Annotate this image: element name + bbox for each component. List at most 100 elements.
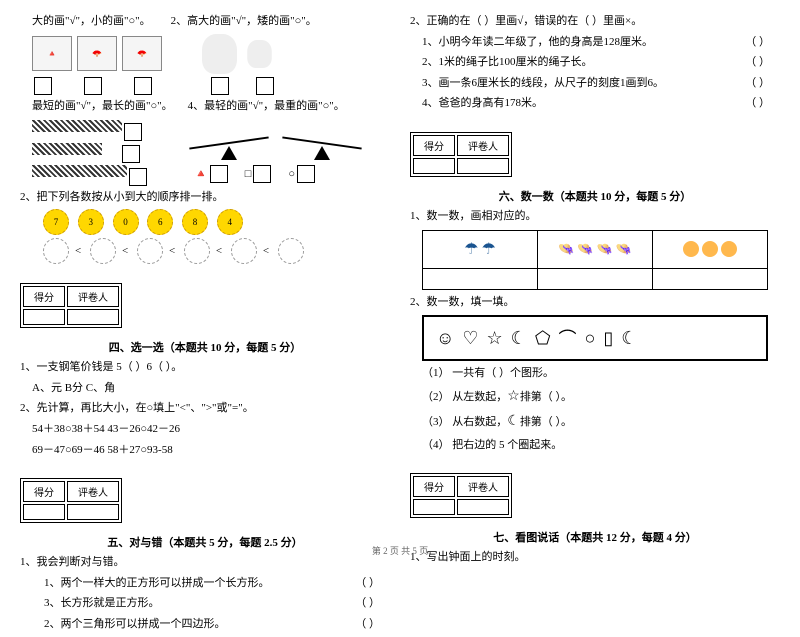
- left-column: 大的画"√"，小的画"○"。 2、高大的画"√"，矮的画"○"。 🔺 🪭 🪭 最短…: [20, 10, 390, 637]
- flower: 8: [182, 209, 208, 235]
- q4-1-opts: A、元 B分 C、角: [20, 380, 390, 398]
- section-7-title: 七、看图说话（本题共 12 分，每题 4 分）: [410, 529, 780, 545]
- q1a: 大的画"√"，小的画"○"。: [32, 15, 151, 27]
- q2-text: 2、把下列各数按从小到大的顺序排一排。: [20, 189, 390, 207]
- flower: 7: [43, 209, 69, 235]
- umbrella-icon: ☂: [482, 239, 496, 259]
- q1b: 2、高大的画"√"，矮的画"○"。: [171, 15, 317, 27]
- fan-pic: 🪭: [77, 36, 117, 71]
- section-6-title: 六、数一数（本题共 10 分，每题 5 分）: [410, 188, 780, 204]
- grader-label: 评卷人: [457, 135, 509, 156]
- q2r-2: 2、1米的绳子比100厘米的绳子长。（ ）: [410, 54, 780, 72]
- q2r-3: 3、画一条6厘米长的线段，从尺子的刻度1画到6。（ ）: [410, 75, 780, 93]
- q2r-4: 4、爸爸的身高有178米。（ ）: [410, 95, 780, 113]
- q4-2a: 54＋38○38＋54 43－26○42－26: [20, 421, 390, 439]
- q1c: 最短的画"√"，最长的画"○"。: [32, 100, 173, 112]
- pentagon-icon: ⬠: [535, 328, 551, 349]
- checkbox[interactable]: [134, 77, 152, 95]
- ropes-row: 🔺□○: [20, 118, 390, 185]
- star-icon: ☆: [487, 328, 503, 349]
- count-col-1: ☂☂: [423, 231, 538, 289]
- section-4-title: 四、选一选（本题共 10 分，每题 5 分）: [20, 339, 390, 355]
- blank-circle[interactable]: [43, 238, 69, 264]
- ropes: [32, 118, 149, 185]
- coin-icon: [702, 241, 718, 257]
- q6-2-2: （2） 从左数起，☆排第（ ）。: [410, 386, 780, 408]
- q6-2-1: （1） 一共有（ ）个图形。: [410, 365, 780, 383]
- q6-2-4: （4） 把右边的 5 个圈起来。: [410, 437, 780, 455]
- checkbox[interactable]: [129, 168, 147, 186]
- checkbox[interactable]: [122, 145, 140, 163]
- blank-circle[interactable]: [231, 238, 257, 264]
- blank-circle[interactable]: [137, 238, 163, 264]
- moon-icon: ☾: [621, 328, 637, 349]
- q1d: 4、最轻的画"√"，最重的画"○"。: [188, 100, 345, 112]
- heart-icon: ♡: [462, 328, 478, 349]
- score-table-6: 得分评卷人: [410, 132, 512, 177]
- moon-icon: ☾: [511, 328, 527, 349]
- rope-1: [32, 120, 122, 132]
- seesaw-2: [277, 120, 367, 165]
- seesaw-1: [184, 120, 274, 165]
- q5-1a: 1、两个一样大的正方形可以拼成一个长方形。（ ）: [20, 575, 390, 593]
- checkbox[interactable]: [210, 165, 228, 183]
- q2r: 2、正确的在（ ）里画√，错误的在（ ）里画×。: [410, 13, 780, 31]
- flower: 3: [78, 209, 104, 235]
- score-label: 得分: [23, 286, 65, 307]
- checkbox[interactable]: [84, 77, 102, 95]
- rope-3: [32, 165, 127, 177]
- score-label: 得分: [413, 135, 455, 156]
- count-table: ☂☂ 👒👒👒👒: [422, 230, 768, 290]
- arch-icon: ⌒: [558, 325, 576, 351]
- flower-row: 7 3 0 6 8 4: [20, 209, 390, 235]
- panda-small: [247, 40, 272, 68]
- score-label: 得分: [23, 481, 65, 502]
- checkbox[interactable]: [253, 165, 271, 183]
- top-pic: 🔺: [32, 36, 72, 71]
- q4-1: 1、一支钢笔价钱是 5（ ）6（ ）。: [20, 359, 390, 377]
- blank-circle[interactable]: [278, 238, 304, 264]
- shape-box: ☺ ♡ ☆ ☾ ⬠ ⌒ ○ ▯ ☾: [422, 315, 768, 361]
- score-table-7: 得分评卷人: [410, 473, 512, 518]
- count-answer[interactable]: [538, 269, 652, 289]
- cylinder-icon: ▯: [603, 328, 613, 349]
- checkbox[interactable]: [211, 77, 229, 95]
- q1a-text: 大的画"√"，小的画"○"。 2、高大的画"√"，矮的画"○"。: [20, 13, 390, 31]
- checkbox[interactable]: [34, 77, 52, 95]
- q5-1c: 2、两个三角形可以拼成一个四边形。（ ）: [20, 616, 390, 634]
- flower: 6: [147, 209, 173, 235]
- checkbox[interactable]: [256, 77, 274, 95]
- flower: 4: [217, 209, 243, 235]
- blank-circle[interactable]: [184, 238, 210, 264]
- q2r-1: 1、小明今年读二年级了，他的身高是128厘米。（ ）: [410, 34, 780, 52]
- grader-label: 评卷人: [67, 481, 119, 502]
- rope-2: [32, 143, 102, 155]
- count-answer[interactable]: [423, 269, 537, 289]
- checkbox[interactable]: [297, 165, 315, 183]
- coin-icon: [721, 241, 737, 257]
- q1-checkboxes-row1: [20, 77, 390, 95]
- circle-icon: ○: [584, 328, 595, 349]
- right-column: 2、正确的在（ ）里画√，错误的在（ ）里画×。 1、小明今年读二年级了，他的身…: [410, 10, 780, 637]
- q5-1b: 3、长方形就是正方形。（ ）: [20, 595, 390, 613]
- q6-2-3: （3） 从右数起，☾排第（ ）。: [410, 411, 780, 433]
- blank-circle[interactable]: [90, 238, 116, 264]
- smiley-icon: ☺: [436, 328, 454, 349]
- count-answer[interactable]: [653, 269, 767, 289]
- hat-icon: 👒: [577, 241, 593, 257]
- checkbox[interactable]: [124, 123, 142, 141]
- umbrella-icon: ☂: [464, 239, 478, 259]
- score-table-4: 得分评卷人: [20, 283, 122, 328]
- score-label: 得分: [413, 476, 455, 497]
- q4-2: 2、先计算，再比大小，在○填上"<"、">"或"="。: [20, 400, 390, 418]
- count-col-2: 👒👒👒👒: [538, 231, 653, 289]
- q6-2: 2、数一数，填一填。: [410, 294, 780, 312]
- moon-icon: ☾: [507, 411, 520, 433]
- star-icon: ☆: [507, 386, 520, 408]
- fan-pic-2: 🪭: [122, 36, 162, 71]
- grader-label: 评卷人: [457, 476, 509, 497]
- flower: 0: [113, 209, 139, 235]
- q4-2b: 69－47○69－46 58＋27○93-58: [20, 442, 390, 460]
- count-col-3: [653, 231, 767, 289]
- hat-icon: 👒: [616, 241, 632, 257]
